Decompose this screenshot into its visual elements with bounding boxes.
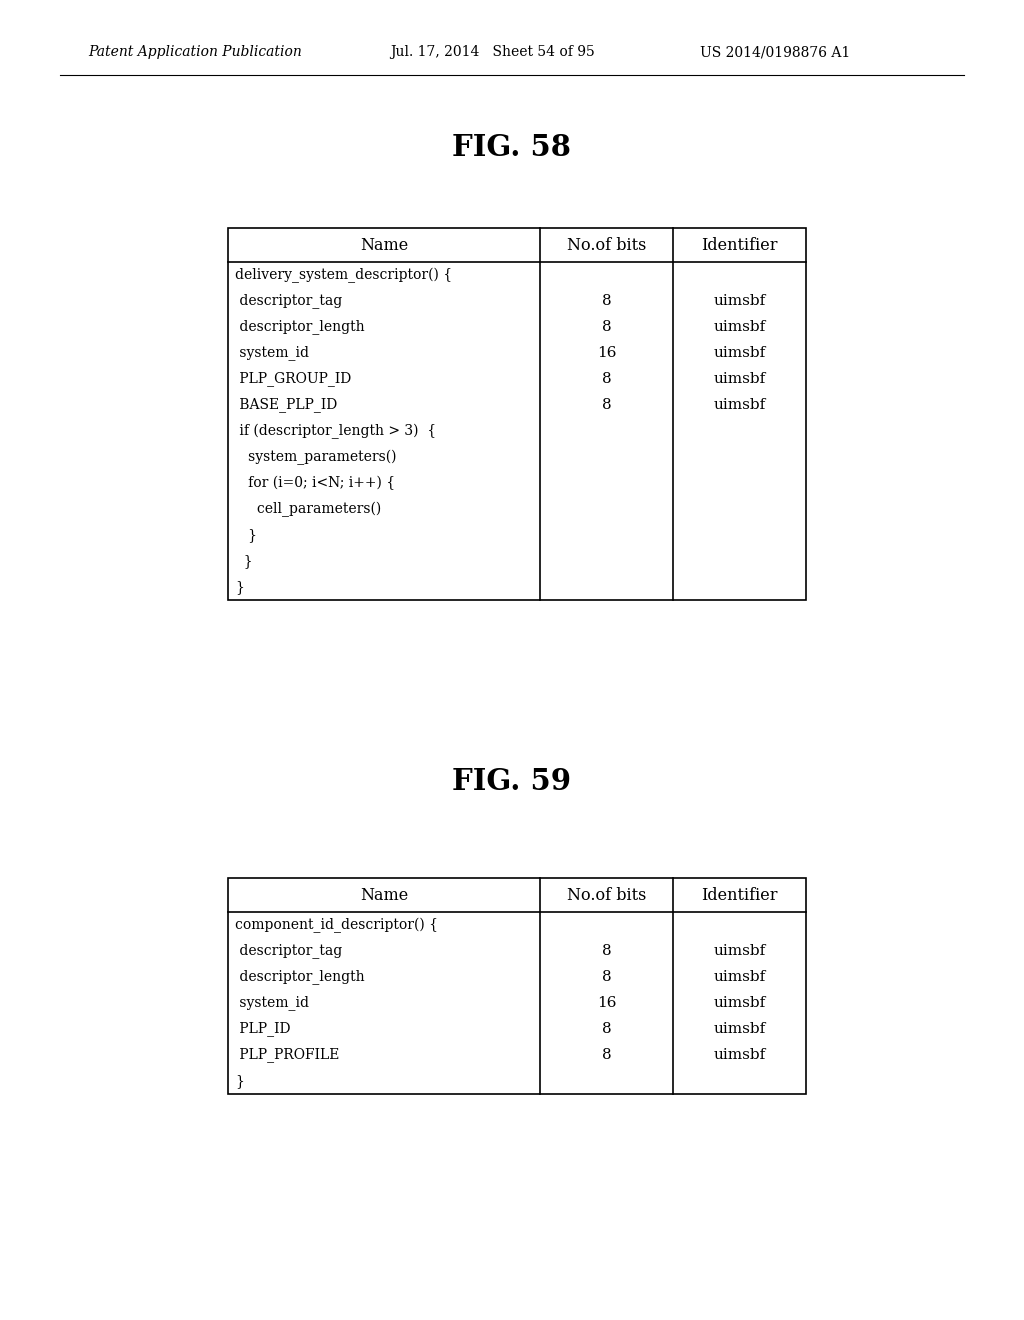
- Text: system_parameters(): system_parameters(): [234, 449, 396, 465]
- Text: if (descriptor_length > 3)  {: if (descriptor_length > 3) {: [234, 424, 436, 438]
- Text: uimsbf: uimsbf: [714, 997, 766, 1010]
- Text: 16: 16: [597, 997, 616, 1010]
- Text: 8: 8: [602, 319, 611, 334]
- Text: uimsbf: uimsbf: [714, 1022, 766, 1036]
- Text: system_id: system_id: [234, 346, 309, 360]
- Text: Identifier: Identifier: [701, 236, 778, 253]
- Text: 8: 8: [602, 1022, 611, 1036]
- Text: 8: 8: [602, 970, 611, 983]
- Text: No.of bits: No.of bits: [567, 887, 646, 903]
- Text: PLP_GROUP_ID: PLP_GROUP_ID: [234, 371, 351, 387]
- Text: }: }: [234, 1074, 244, 1088]
- Text: No.of bits: No.of bits: [567, 236, 646, 253]
- Text: cell_parameters(): cell_parameters(): [234, 502, 381, 516]
- Text: PLP_ID: PLP_ID: [234, 1022, 291, 1036]
- Text: descriptor_length: descriptor_length: [234, 319, 365, 334]
- Text: uimsbf: uimsbf: [714, 319, 766, 334]
- Text: uimsbf: uimsbf: [714, 970, 766, 983]
- Bar: [228, 878, 806, 1094]
- Text: descriptor_tag: descriptor_tag: [234, 944, 342, 958]
- Text: 8: 8: [602, 944, 611, 958]
- Text: 16: 16: [597, 346, 616, 360]
- Text: for (i=0; i<N; i++) {: for (i=0; i<N; i++) {: [234, 477, 395, 490]
- Text: US 2014/0198876 A1: US 2014/0198876 A1: [700, 45, 850, 59]
- Text: Patent Application Publication: Patent Application Publication: [88, 45, 302, 59]
- Bar: [228, 228, 806, 601]
- Text: FIG. 58: FIG. 58: [453, 133, 571, 162]
- Text: Jul. 17, 2014   Sheet 54 of 95: Jul. 17, 2014 Sheet 54 of 95: [390, 45, 595, 59]
- Text: component_id_descriptor() {: component_id_descriptor() {: [234, 917, 438, 933]
- Text: uimsbf: uimsbf: [714, 372, 766, 385]
- Text: }: }: [234, 528, 257, 543]
- Text: uimsbf: uimsbf: [714, 399, 766, 412]
- Text: 8: 8: [602, 372, 611, 385]
- Text: BASE_PLP_ID: BASE_PLP_ID: [234, 397, 337, 412]
- Text: delivery_system_descriptor() {: delivery_system_descriptor() {: [234, 268, 453, 282]
- Text: 8: 8: [602, 1048, 611, 1063]
- Text: FIG. 59: FIG. 59: [453, 767, 571, 796]
- Text: system_id: system_id: [234, 995, 309, 1010]
- Text: Name: Name: [359, 887, 409, 903]
- Text: uimsbf: uimsbf: [714, 1048, 766, 1063]
- Text: PLP_PROFILE: PLP_PROFILE: [234, 1048, 339, 1063]
- Text: descriptor_length: descriptor_length: [234, 970, 365, 985]
- Text: uimsbf: uimsbf: [714, 346, 766, 360]
- Text: }: }: [234, 579, 244, 594]
- Text: uimsbf: uimsbf: [714, 294, 766, 308]
- Text: 8: 8: [602, 294, 611, 308]
- Text: Name: Name: [359, 236, 409, 253]
- Text: descriptor_tag: descriptor_tag: [234, 293, 342, 309]
- Text: Identifier: Identifier: [701, 887, 778, 903]
- Text: 8: 8: [602, 399, 611, 412]
- Text: }: }: [234, 554, 253, 568]
- Text: uimsbf: uimsbf: [714, 944, 766, 958]
